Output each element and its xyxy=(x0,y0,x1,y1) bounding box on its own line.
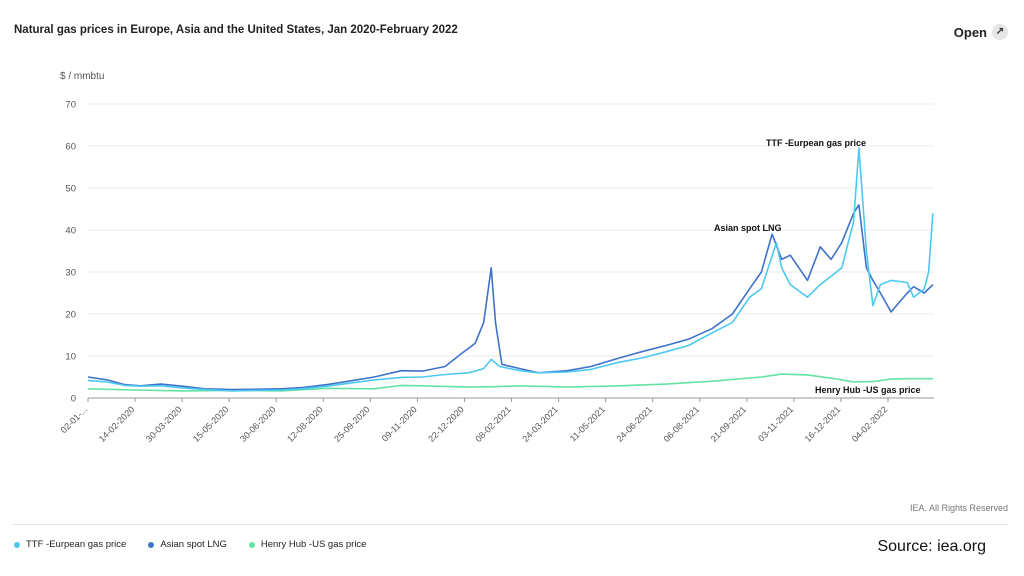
rights-notice: IEA. All Rights Reserved xyxy=(909,503,1008,513)
x-tick-label: 15-05-2020 xyxy=(191,404,231,444)
legend-swatch-asian-lng xyxy=(148,541,155,548)
x-tick-label: 09-11-2020 xyxy=(380,404,419,443)
y-tick-label: 30 xyxy=(65,268,76,279)
x-tick-label: 24-03-2021 xyxy=(520,404,560,444)
legend-item-ttf[interactable]: TTF -Eurpean gas price xyxy=(14,539,126,550)
series-line-1 xyxy=(87,204,934,391)
source-note: Source: iea.org xyxy=(877,538,986,555)
y-tick-label: 20 xyxy=(65,310,76,321)
x-tick-label: 22-12-2020 xyxy=(426,404,466,444)
open-button[interactable]: Open ↗ xyxy=(954,24,1008,40)
y-tick-label: 50 xyxy=(65,184,76,195)
x-tick-label: 06-08-2021 xyxy=(662,404,702,444)
legend-item-henry-hub[interactable]: Henry Hub -US gas price xyxy=(248,539,367,550)
legend-label-henry-hub: Henry Hub -US gas price xyxy=(260,539,367,550)
x-tick-label: 03-11-2021 xyxy=(756,404,795,443)
x-tick-label: 21-09-2021 xyxy=(709,404,749,444)
legend-label-asian-lng: Asian spot LNG xyxy=(160,539,227,550)
x-tick-label: 08-02-2021 xyxy=(473,404,513,444)
series-annotation: TTF -Eurpean gas price xyxy=(766,138,866,148)
legend-label-ttf: TTF -Eurpean gas price xyxy=(26,539,127,550)
x-tick-label: 02-01-... xyxy=(59,404,90,435)
x-tick-label: 16-12-2021 xyxy=(803,404,843,444)
series-annotation: Asian spot LNG xyxy=(714,223,782,233)
legend-swatch-ttf xyxy=(14,541,20,548)
y-tick-label: 70 xyxy=(65,100,76,111)
x-tick-label: 25-09-2020 xyxy=(332,404,372,444)
x-tick-label: 04-02-2022 xyxy=(850,404,890,444)
series-line-2 xyxy=(87,373,933,392)
series-annotation: Henry Hub -US gas price xyxy=(815,385,921,395)
legend-item-asian-lng[interactable]: Asian spot LNG xyxy=(148,539,227,550)
y-tick-label: 40 xyxy=(65,226,76,237)
chart-legend: TTF -Eurpean gas price Asian spot LNG He… xyxy=(14,539,366,550)
series-line-0 xyxy=(87,147,934,392)
x-tick-label: 14-02-2020 xyxy=(97,404,137,444)
chart-title: Natural gas prices in Europe, Asia and t… xyxy=(14,24,458,36)
x-tick-label: 12-08-2020 xyxy=(285,404,325,444)
y-tick-label: 60 xyxy=(65,142,76,153)
y-tick-label: 10 xyxy=(65,352,76,363)
x-tick-label: 30-03-2020 xyxy=(144,404,184,444)
y-axis-unit: $ / mmbtu xyxy=(60,71,105,82)
x-tick-label: 24-06-2021 xyxy=(614,404,654,444)
legend-swatch-henry-hub xyxy=(248,541,255,548)
x-tick-label: 11-05-2021 xyxy=(568,404,607,443)
open-label: Open xyxy=(953,24,987,40)
legend-divider xyxy=(12,524,1008,525)
y-tick-label: 0 xyxy=(71,394,76,405)
x-tick-label: 30-06-2020 xyxy=(238,404,278,444)
expand-icon: ↗ xyxy=(992,24,1008,40)
